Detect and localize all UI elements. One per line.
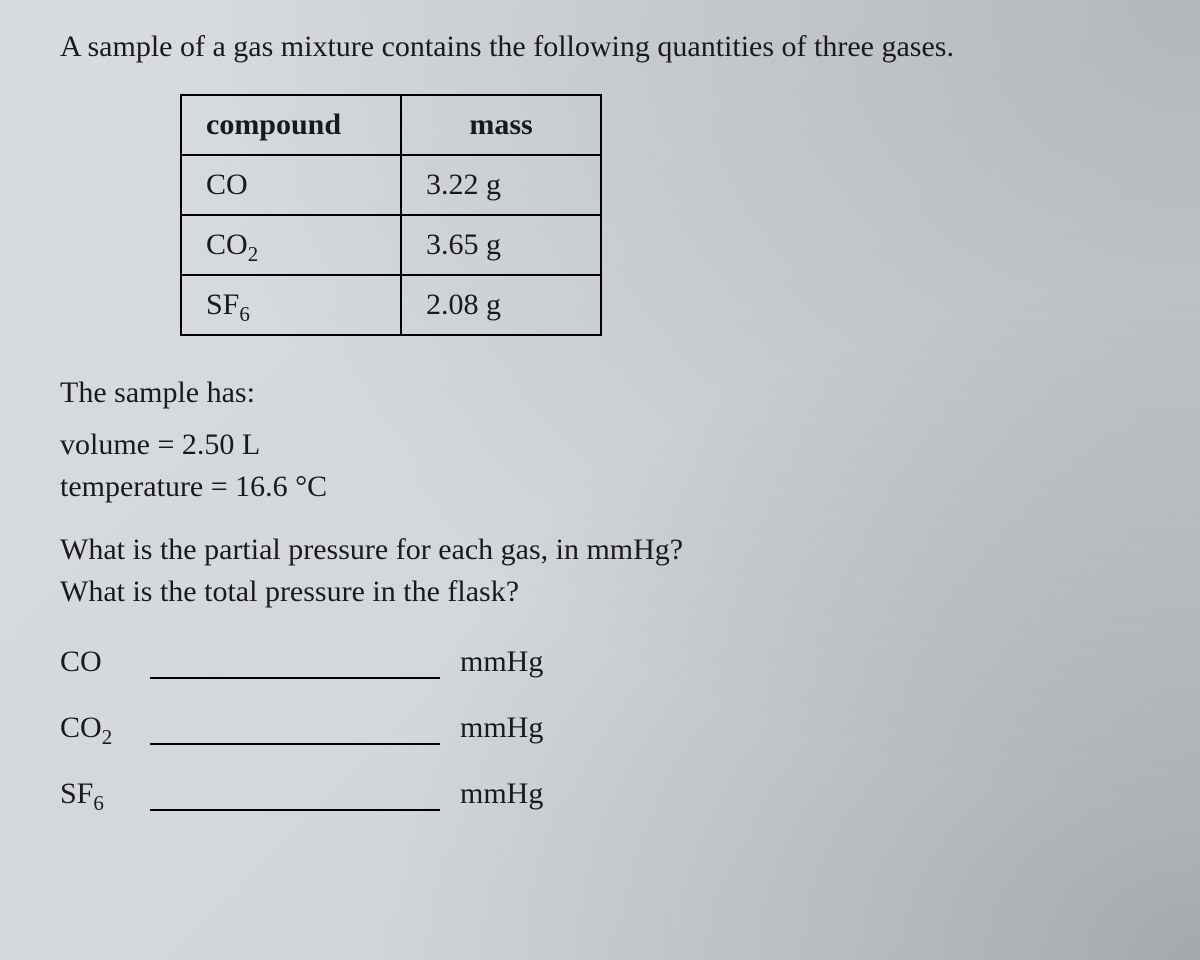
answer-unit: mmHg <box>460 777 543 811</box>
table-row: CO 3.22 g <box>181 155 601 215</box>
gas-mass-table: compound mass CO 3.22 g CO2 3.65 g SF6 2… <box>180 94 602 336</box>
table-cell-compound: CO <box>181 155 401 215</box>
answer-label: SF6 <box>60 777 150 811</box>
question-line-1: What is the partial pressure for each ga… <box>60 529 1140 571</box>
question-line-2: What is the total pressure in the flask? <box>60 571 1140 613</box>
table-cell-compound: SF6 <box>181 275 401 335</box>
sample-temperature: temperature = 16.6 °C <box>60 470 1140 504</box>
table-cell-mass: 3.22 g <box>401 155 601 215</box>
intro-text: A sample of a gas mixture contains the f… <box>60 20 1140 64</box>
table-row: CO2 3.65 g <box>181 215 601 275</box>
table-cell-compound: CO2 <box>181 215 401 275</box>
answer-input-sf6[interactable] <box>150 775 440 811</box>
answer-row-co: CO mmHg <box>60 643 1140 679</box>
sample-header: The sample has: <box>60 376 1140 410</box>
answer-label: CO <box>60 645 150 679</box>
table-header-mass: mass <box>401 95 601 155</box>
answer-row-sf6: SF6 mmHg <box>60 775 1140 811</box>
table-header-compound: compound <box>181 95 401 155</box>
table-cell-mass: 3.65 g <box>401 215 601 275</box>
answer-label: CO2 <box>60 711 150 745</box>
table-cell-mass: 2.08 g <box>401 275 601 335</box>
answer-unit: mmHg <box>460 645 543 679</box>
question-text: What is the partial pressure for each ga… <box>60 529 1140 613</box>
answer-row-co2: CO2 mmHg <box>60 709 1140 745</box>
answer-unit: mmHg <box>460 711 543 745</box>
answer-input-co[interactable] <box>150 643 440 679</box>
table-row: SF6 2.08 g <box>181 275 601 335</box>
answer-input-co2[interactable] <box>150 709 440 745</box>
sample-volume: volume = 2.50 L <box>60 428 1140 462</box>
